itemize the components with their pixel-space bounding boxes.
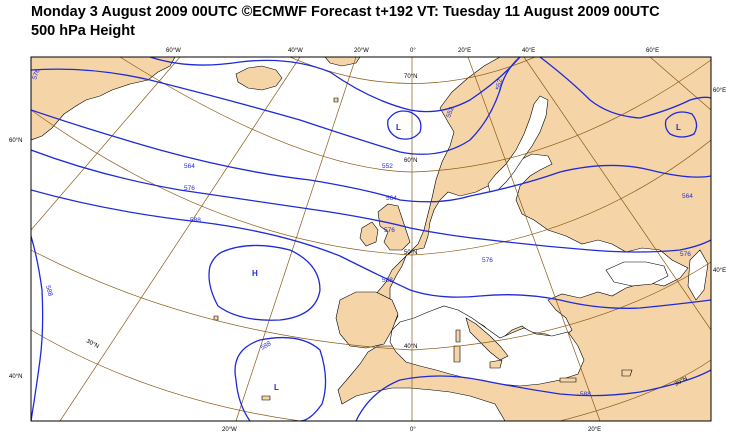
lon-label-top: 60°E bbox=[646, 48, 659, 54]
contour-label: 564 bbox=[682, 193, 693, 200]
contour-label: 576 bbox=[482, 257, 493, 264]
meridian-40e bbox=[523, 57, 711, 331]
contour-588 bbox=[31, 189, 711, 309]
lat-label-left: 40°N bbox=[9, 374, 22, 380]
contour-576 bbox=[31, 149, 711, 253]
parallel-30n-east bbox=[559, 359, 711, 421]
parallel-60n bbox=[119, 57, 711, 173]
land-faroes bbox=[333, 97, 339, 103]
contour-582-south bbox=[355, 369, 711, 421]
meridian-60w bbox=[31, 57, 181, 231]
contour-label: 552 bbox=[445, 106, 455, 119]
lon-label-top: 60°W bbox=[166, 48, 181, 54]
lon-label-bottom: 20°E bbox=[588, 427, 601, 433]
contour-552-east-low bbox=[664, 111, 698, 138]
lon-label-top: 0° bbox=[410, 48, 416, 54]
land-cyprus bbox=[621, 369, 633, 377]
lat-label-right: 60°E bbox=[713, 88, 726, 94]
contour-576-left bbox=[31, 235, 44, 421]
contour-label: 552 bbox=[495, 78, 504, 90]
land-masses bbox=[31, 57, 711, 421]
lat-label: 30°N bbox=[674, 376, 689, 388]
axis-labels: 60°W 40°W 20°W 0° 20°E 40°E 60°E 20°W 0°… bbox=[9, 48, 726, 433]
lon-label-top: 40°E bbox=[522, 48, 535, 54]
contour-588-high bbox=[208, 244, 321, 321]
land-crete bbox=[559, 377, 577, 383]
lon-label-top: 20°E bbox=[458, 48, 471, 54]
contour-label: 564 bbox=[386, 195, 397, 202]
contour-label: 576 bbox=[31, 68, 41, 81]
lat-label-left: 60°N bbox=[9, 138, 22, 144]
land-svalbard bbox=[324, 57, 361, 67]
lat-label: 50°N bbox=[404, 250, 417, 256]
land-azores bbox=[213, 315, 219, 321]
lon-label-top: 20°W bbox=[354, 48, 369, 54]
sea-caspian bbox=[687, 249, 709, 301]
land-ireland bbox=[359, 221, 379, 247]
contour-552 bbox=[31, 57, 521, 155]
parallel-30n bbox=[31, 329, 301, 421]
inner-lat-labels: 70°N 60°N 50°N 40°N 30°N 30°N bbox=[85, 74, 689, 388]
low-center: L bbox=[274, 383, 279, 392]
map-frame bbox=[30, 56, 712, 422]
map-subtitle: 500 hPa Height bbox=[31, 23, 135, 39]
contour-label: 576 bbox=[680, 251, 691, 258]
land-iceland bbox=[235, 65, 283, 91]
meridian-20w bbox=[235, 57, 357, 421]
contour-552-low bbox=[387, 110, 422, 140]
land-sardinia bbox=[453, 345, 461, 363]
contour-label: 588 bbox=[44, 285, 54, 298]
contour-label: 576 bbox=[184, 185, 195, 192]
lon-label-bottom: 20°W bbox=[222, 427, 237, 433]
sea-black bbox=[605, 261, 669, 287]
contour-labels: 576 564 576 588 588 588 552 552 564 576 … bbox=[31, 68, 693, 398]
pressure-centers: L H L L bbox=[252, 123, 681, 392]
map-title: Monday 3 August 2009 00UTC ©ECMWF Foreca… bbox=[31, 4, 660, 20]
high-center: H bbox=[252, 269, 258, 278]
contour-label: 588 bbox=[382, 277, 393, 284]
land-corsica bbox=[455, 329, 461, 343]
contour-label: 588 bbox=[190, 217, 201, 224]
contour-label: 564 bbox=[184, 163, 195, 170]
lat-label-right: 40°E bbox=[713, 268, 726, 274]
contour-564 bbox=[31, 109, 711, 203]
low-center: L bbox=[676, 123, 681, 132]
lat-label: 40°N bbox=[404, 344, 417, 350]
contour-552-east bbox=[539, 57, 711, 119]
contour-label: 552 bbox=[382, 163, 393, 170]
parallel-40n bbox=[31, 249, 711, 351]
contour-label: 588 bbox=[260, 340, 273, 352]
meridian-20e bbox=[467, 57, 601, 421]
land-great-britain bbox=[377, 203, 411, 251]
height-contours bbox=[31, 57, 711, 421]
contour-label: 588 bbox=[580, 391, 591, 398]
contour-588-low bbox=[234, 336, 327, 421]
lat-label: 30°N bbox=[85, 338, 100, 350]
meridian-40w bbox=[59, 57, 301, 421]
land-italy bbox=[465, 317, 509, 361]
low-center: L bbox=[396, 123, 401, 132]
graticule bbox=[31, 57, 711, 421]
lat-label: 70°N bbox=[404, 74, 417, 80]
land-iberia bbox=[335, 291, 399, 349]
contour-label: 576 bbox=[384, 227, 395, 234]
lon-label-bottom: 0° bbox=[410, 427, 416, 433]
lat-label: 60°N bbox=[404, 158, 417, 164]
parallel-50n bbox=[31, 109, 711, 256]
land-canaries bbox=[261, 395, 271, 401]
contour-540-north bbox=[149, 57, 521, 113]
lon-label-top: 40°W bbox=[288, 48, 303, 54]
sea-baltic bbox=[487, 95, 549, 193]
land-sicily bbox=[489, 359, 503, 369]
meridian-60e bbox=[649, 57, 711, 111]
